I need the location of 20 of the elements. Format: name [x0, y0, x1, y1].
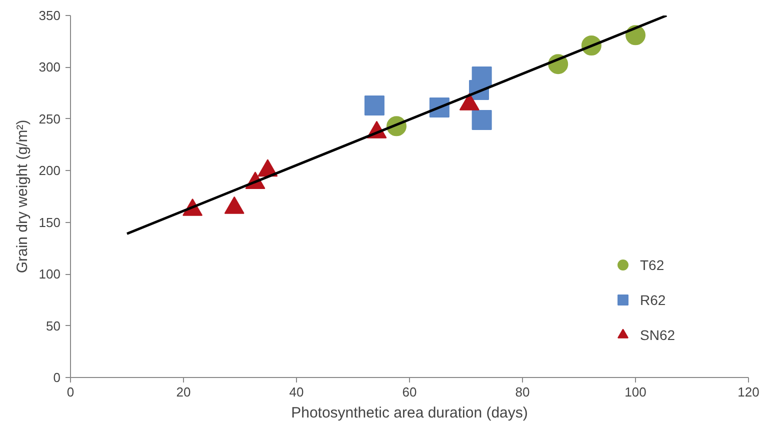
x-axis-title: Photosynthetic area duration (days): [291, 404, 528, 422]
y-tick-label: 350: [38, 8, 61, 23]
legend-label: T62: [640, 256, 664, 272]
x-tick-label: 0: [66, 384, 74, 400]
x-tick-label: 80: [515, 384, 530, 400]
y-tick-label: 250: [38, 111, 61, 126]
x-tick-label: 120: [738, 384, 760, 400]
y-tick-label: 50: [46, 318, 61, 334]
y-tick-label: 100: [38, 266, 61, 282]
legend-label: SN62: [640, 326, 676, 342]
legend-label: R62: [640, 292, 666, 308]
y-tick-label: 150: [38, 214, 61, 230]
x-tick-label: 20: [176, 384, 191, 400]
y-tick-label: 300: [38, 60, 61, 75]
x-tick-label: 100: [624, 384, 646, 400]
x-tick-label: 60: [402, 384, 417, 400]
x-tick-label: 40: [289, 384, 304, 400]
y-axis-title: Grain dry weight (g/m²): [14, 120, 31, 274]
y-tick-label: 0: [53, 370, 61, 385]
y-tick-label: 200: [38, 163, 61, 178]
